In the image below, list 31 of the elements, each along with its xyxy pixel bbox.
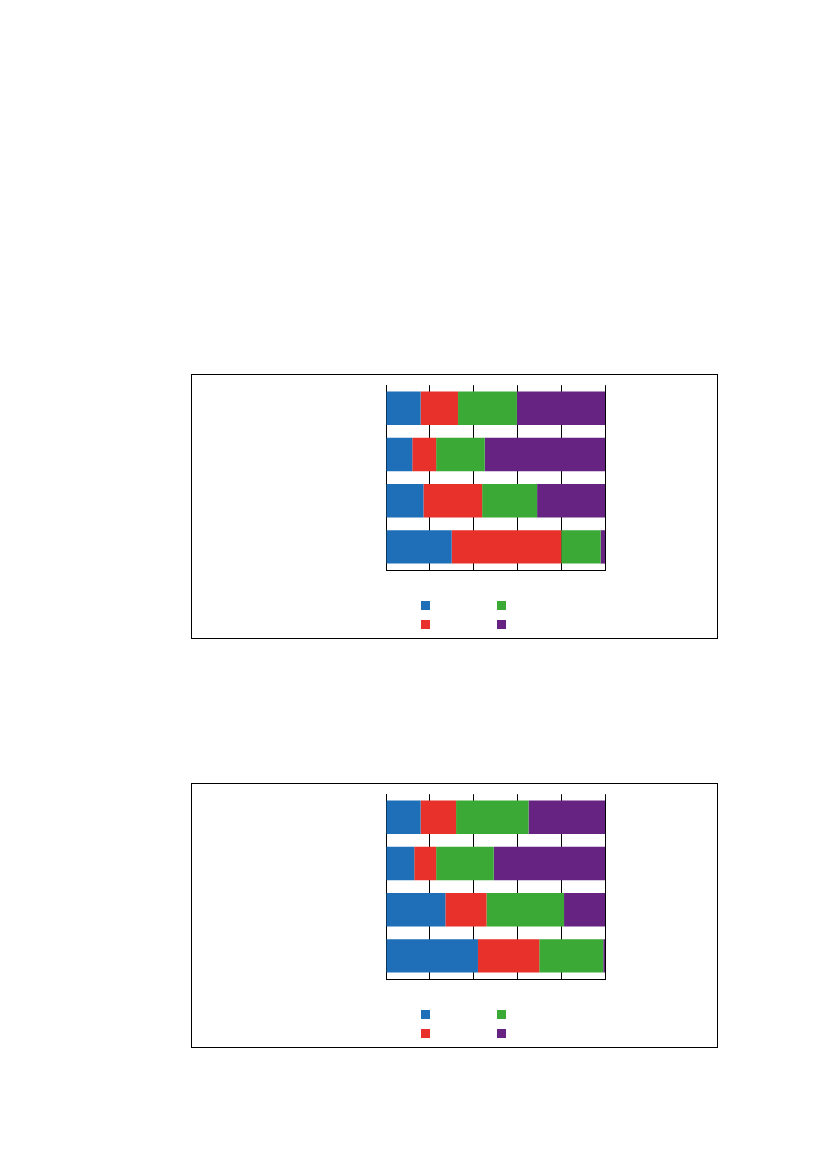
- bar: [436, 437, 485, 472]
- bar: [386, 391, 421, 425]
- bar: [564, 893, 605, 927]
- bar: [386, 484, 424, 518]
- bar: [436, 846, 494, 881]
- bar: [458, 391, 517, 425]
- bar: [528, 800, 605, 834]
- bar: [451, 530, 562, 564]
- bar: [412, 437, 437, 472]
- bar: [386, 846, 415, 881]
- bar: [486, 893, 565, 927]
- bar: [484, 437, 605, 472]
- bar: [539, 939, 604, 973]
- bar: [386, 530, 452, 564]
- bar: [493, 846, 605, 881]
- bar: [386, 437, 413, 472]
- bar: [456, 800, 529, 834]
- bar: [445, 893, 487, 927]
- bar: [477, 939, 540, 973]
- bar: [386, 939, 478, 973]
- bar: [600, 530, 605, 564]
- bar: [561, 530, 601, 564]
- bar: [420, 391, 459, 425]
- bar: [414, 846, 437, 881]
- bar: [386, 800, 421, 834]
- bar: [423, 484, 483, 518]
- bar: [420, 800, 457, 834]
- bar: [386, 893, 446, 927]
- bar: [537, 484, 605, 518]
- bar: [516, 391, 605, 425]
- bar: [482, 484, 538, 518]
